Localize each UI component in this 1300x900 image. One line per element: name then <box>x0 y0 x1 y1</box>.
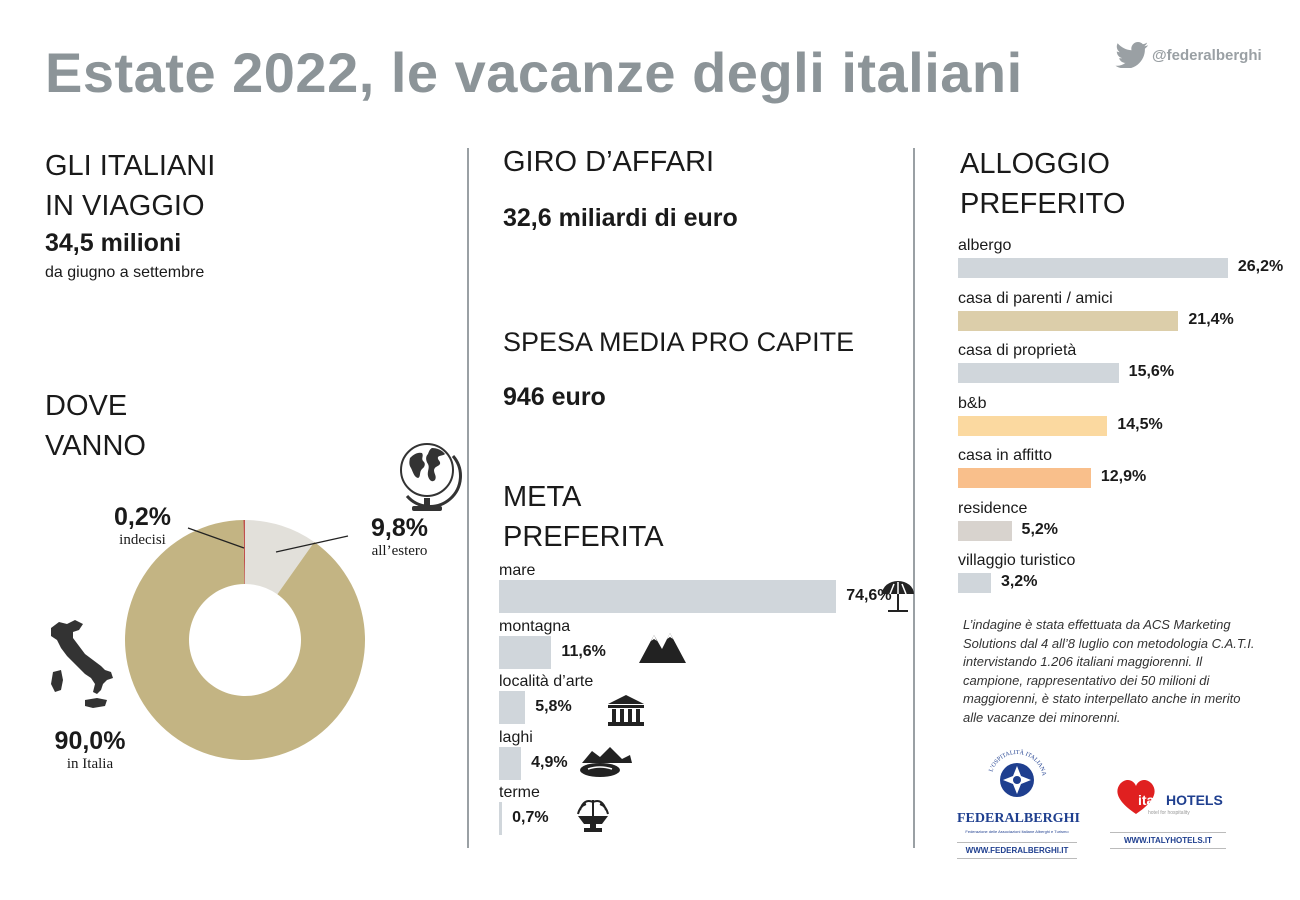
italyhotels-tagline: hotel for hospitality <box>1148 810 1190 816</box>
destination-heading-line2: VANNO <box>45 430 146 462</box>
italy-map-icon <box>51 620 113 708</box>
travelers-heading-line2: IN VIAGGIO <box>45 190 205 222</box>
fountain-icon <box>577 800 609 832</box>
italyhotels-name: italyHOTELS <box>1138 792 1223 808</box>
page-title: Estate 2022, le vacanze degli italiani <box>45 41 1023 104</box>
travelers-period: da giugno a settembre <box>45 264 205 281</box>
bar-mark <box>499 691 526 724</box>
federalberghi-url[interactable]: WWW.FEDERALBERGHI.IT <box>957 842 1077 859</box>
umbrella-icon <box>882 581 914 612</box>
meta-heading: META PREFERITA <box>503 477 664 557</box>
bar-value-label: 15,6% <box>1128 363 1175 380</box>
bar-mark <box>958 520 1012 541</box>
bar-value-label: 5,2% <box>1021 520 1059 538</box>
italyhotels-url[interactable]: WWW.ITALYHOTELS.IT <box>1110 832 1226 849</box>
federalberghi-logo[interactable]: L’OSPITALITÀ ITALIANA FEDERALBERGHI Fede… <box>957 746 1080 859</box>
donut-leader-lines <box>187 527 349 553</box>
bar-value-label: 3,2% <box>1000 573 1038 590</box>
bar-value-label: 74,6% <box>846 587 892 604</box>
bar-category-label: terme <box>499 784 540 801</box>
bar-category-label: località d’arte <box>499 673 594 690</box>
bar-value-label: 0,7% <box>512 809 549 826</box>
lake-icon <box>580 747 632 777</box>
bar-value-label: 21,4% <box>1188 310 1234 328</box>
meta-heading-line1: META <box>503 481 582 513</box>
meta-heading-line2: PREFERITA <box>503 521 664 553</box>
undecided-label-group: 0,2% indecisi <box>100 503 185 549</box>
bar-category-label: casa di parenti / amici <box>958 289 1113 307</box>
twitter-bird-icon <box>1115 42 1149 68</box>
business-value: 32,6 miliardi di euro <box>503 204 738 232</box>
bar-value-label: 4,9% <box>531 753 568 771</box>
heart-icon <box>1117 779 1155 814</box>
bar-category-label: laghi <box>499 728 533 746</box>
bar-mark <box>958 258 1228 278</box>
italy-percent: 90,0% <box>54 727 126 755</box>
donut-slice <box>245 520 315 595</box>
bar-value-label: 5,8% <box>535 698 572 715</box>
bar-category-label: montagna <box>499 617 571 635</box>
undecided-percent: 0,2% <box>114 503 171 531</box>
bar-value-label: 14,5% <box>1117 415 1163 433</box>
italyhotels-name-part2: HOTELS <box>1166 792 1223 808</box>
travelers-value: 34,5 milioni <box>45 229 182 257</box>
spending-heading: SPESA MEDIA PRO CAPITE <box>503 327 855 357</box>
italyhotels-logo[interactable]: italyHOTELS hotel for hospitality WWW.IT… <box>1110 770 1226 849</box>
column-divider-left <box>467 148 469 848</box>
donut-slice <box>243 520 245 585</box>
bar-category-label: casa di proprietà <box>958 342 1077 359</box>
italyhotels-name-part1: italy <box>1138 792 1167 808</box>
travelers-heading: GLI ITALIANI IN VIAGGIO <box>45 146 215 226</box>
survey-note: L’indagine è stata effettuata da ACS Mar… <box>963 617 1255 725</box>
bar-mark <box>499 802 503 835</box>
italy-label: in Italia <box>66 756 114 772</box>
travelers-heading-line1: GLI ITALIANI <box>45 150 216 182</box>
federalberghi-tagline: Federazione delle Associazioni Italiane … <box>965 829 1069 834</box>
spending-value: 946 euro <box>503 383 606 411</box>
mountains-icon <box>639 633 686 663</box>
italy-label-group: 90,0% in Italia <box>40 727 140 773</box>
bar-mark <box>499 635 552 669</box>
bar-category-label: residence <box>958 499 1028 517</box>
destination-heading: DOVE VANNO <box>45 386 146 466</box>
bar-category-label: mare <box>499 562 536 579</box>
alloggio-heading: ALLOGGIO PREFERITO <box>960 144 1125 224</box>
alloggio-heading-line2: PREFERITO <box>960 188 1126 220</box>
globe-icon <box>400 443 462 511</box>
federalberghi-emblem-icon: L’OSPITALITÀ ITALIANA <box>988 748 1047 797</box>
bar-category-label: casa in affitto <box>958 447 1052 464</box>
temple-icon <box>608 695 644 726</box>
abroad-percent: 9,8% <box>371 514 428 542</box>
column-divider-right <box>913 148 915 848</box>
business-heading: GIRO D’AFFARI <box>503 146 715 178</box>
donut-slices <box>125 520 365 760</box>
twitter-handle[interactable]: @federalberghi <box>1115 42 1262 68</box>
bar-value-label: 12,9% <box>1100 468 1147 485</box>
bar-mark <box>958 310 1179 331</box>
bar-value-label: 26,2% <box>1237 258 1284 275</box>
bar-mark <box>499 580 837 613</box>
twitter-handle-text: @federalberghi <box>1152 46 1262 64</box>
bar-category-label: villaggio turistico <box>958 552 1076 569</box>
bar-category-label: albergo <box>958 237 1012 254</box>
bar-category-label: b&b <box>958 394 987 412</box>
destination-donut-chart <box>125 520 365 760</box>
bar-mark <box>499 746 522 780</box>
destination-heading-line1: DOVE <box>45 390 128 422</box>
bar-mark <box>958 363 1119 383</box>
undecided-label: indecisi <box>119 532 166 548</box>
bar-mark <box>958 573 991 593</box>
donut-slice <box>125 520 365 760</box>
abroad-label: all’estero <box>371 543 428 559</box>
bar-mark <box>958 468 1091 488</box>
bar-mark <box>958 415 1108 436</box>
bar-value-label: 11,6% <box>561 642 606 660</box>
abroad-label-group: 9,8% all’estero <box>357 514 442 560</box>
alloggio-heading-line1: ALLOGGIO <box>960 148 1110 180</box>
federalberghi-name: FEDERALBERGHI <box>957 811 1080 826</box>
